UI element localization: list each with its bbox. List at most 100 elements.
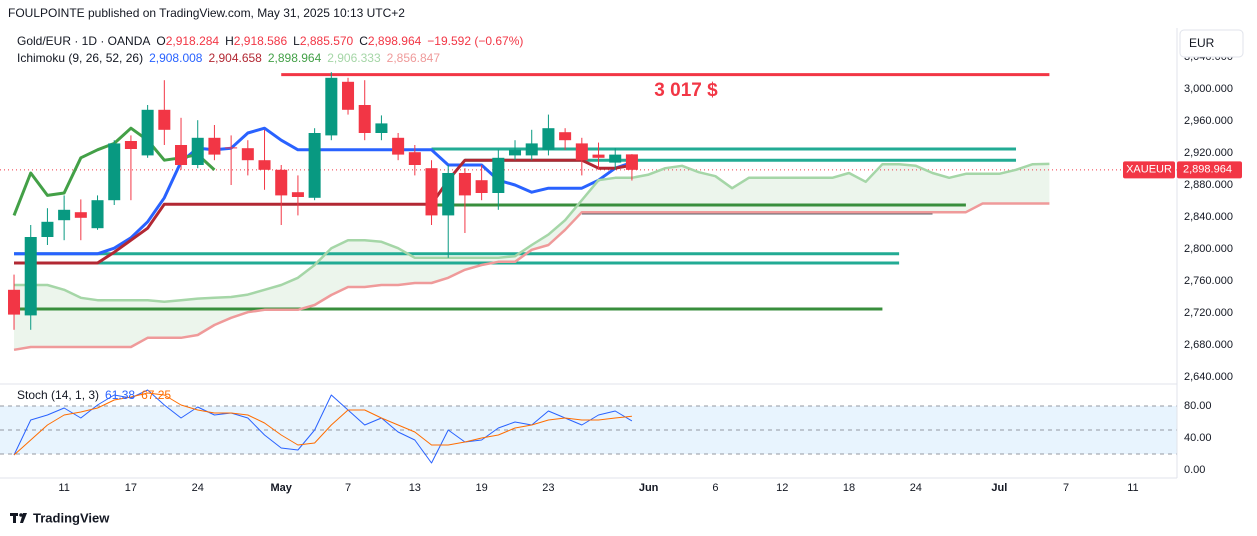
candle-body (191, 137, 204, 165)
candle-body (325, 77, 338, 136)
x-tick-label: 18 (843, 482, 855, 494)
header: FOULPOINTE published on TradingView.com,… (8, 6, 405, 20)
candle-body (258, 160, 271, 170)
legend-value: 2,904.658 (208, 51, 262, 65)
y-tick-label: 2,920.000 (1184, 147, 1233, 159)
x-tick-label: 11 (58, 482, 69, 494)
legend-value: 2,898.964 (368, 34, 422, 48)
x-tick-label: 11 (1127, 482, 1138, 494)
x-tick-label: 24 (192, 482, 204, 494)
stoch-band (0, 406, 1177, 454)
ichimoku-cloud (14, 163, 1050, 350)
candle-body (358, 105, 371, 133)
price-tag-bg (1177, 161, 1242, 179)
currency-label[interactable]: EUR (1189, 36, 1215, 50)
legend-value: 67.25 (141, 388, 171, 402)
legend-value: 2,918.284 (166, 34, 220, 48)
logo-stem (13, 513, 16, 523)
annotation: 3 017 $ (654, 80, 718, 101)
legend-value: 61.38 (105, 388, 135, 402)
stoch-line (13, 389, 633, 464)
y-tick-label: 2,680.000 (1184, 339, 1233, 351)
candle-body (442, 173, 455, 216)
footer: TradingView (33, 510, 110, 525)
x-tick-label: Jul (991, 482, 1007, 494)
candle-body (575, 143, 588, 161)
candle-body (58, 209, 71, 221)
candle-body (509, 149, 522, 156)
legend-value: 2,898.964 (268, 51, 322, 65)
legend-value: 2,856.847 (387, 51, 441, 65)
candle-body (525, 143, 538, 156)
candle-body (8, 289, 21, 315)
legend-stoch: Stoch (14, 1, 3) 61.38 67.25 (17, 388, 171, 402)
candle-body (141, 109, 154, 156)
candle-body (375, 123, 388, 133)
y-tick-label: 2,760.000 (1184, 275, 1233, 287)
axes: 3,040.0003,000.0002,960.0002,920.0002,88… (58, 51, 1233, 494)
legend-value: 2,906.333 (327, 51, 381, 65)
legend-key: C (359, 34, 368, 48)
candle-body (392, 137, 405, 155)
legend-ichimoku: Ichimoku (9, 26, 52, 26) 2,908.008 2,904.6… (17, 51, 440, 65)
price-tags: XAUEUR 2,898.964 (1123, 161, 1242, 179)
legend-indicator: Ichimoku (9, 26, 52, 26) (17, 51, 143, 65)
main-pane (0, 72, 1177, 352)
legend-main: Gold/EUR · 1D · OANDA O2,918.284 H2,918.58… (17, 34, 523, 48)
y-tick-label: 2,640.000 (1184, 371, 1233, 383)
x-tick-label: 7 (1063, 482, 1069, 494)
candle-body (241, 148, 254, 161)
legend-change: −19.592 (−0.67%) (427, 34, 523, 48)
y-tick-label: 2,960.000 (1184, 115, 1233, 127)
candle-body (91, 200, 104, 229)
x-tick-label: 13 (409, 482, 421, 494)
legend-key: H (225, 34, 234, 48)
x-tick-label: 24 (910, 482, 922, 494)
legend-key: O (156, 34, 165, 48)
y-tick-label: 2,840.000 (1184, 211, 1233, 223)
price-tag: 2,898.964 (1183, 164, 1232, 176)
candle-body (475, 180, 488, 193)
candle-body (458, 173, 471, 196)
x-tick-label: 7 (345, 482, 351, 494)
candle-body (559, 132, 572, 141)
legend-value: 2,885.570 (300, 34, 354, 48)
legend-symbol: Gold/EUR · 1D · OANDA (17, 34, 150, 48)
candle-body (275, 169, 288, 196)
stoch-tick-label: 0.00 (1184, 464, 1205, 476)
candle-body (408, 152, 421, 165)
candle-body (291, 192, 304, 197)
stoch-tick-label: 40.00 (1184, 432, 1212, 444)
x-tick-label: 23 (542, 482, 554, 494)
legend-indicator: Stoch (14, 1, 3) (17, 388, 99, 402)
x-tick-label: 19 (475, 482, 487, 494)
candle-body (108, 143, 121, 201)
x-tick-label: 6 (712, 482, 718, 494)
candle-body (542, 128, 555, 150)
candle-body (225, 147, 238, 149)
x-tick-label: 17 (125, 482, 137, 494)
symbol-tag: XAUEUR (1126, 164, 1172, 176)
logo-slash (20, 513, 27, 523)
legend-value: 2,918.586 (234, 34, 288, 48)
logo-dot (19, 513, 23, 517)
currency-button[interactable] (1179, 29, 1244, 58)
candle-body (492, 157, 505, 193)
candle-body (41, 221, 54, 237)
stoch-tick-label: 80.00 (1184, 400, 1212, 412)
candle-body (158, 109, 171, 130)
candle-body (609, 154, 622, 163)
logo (10, 513, 27, 523)
x-tick-label: May (271, 482, 293, 494)
ichimoku-line (14, 162, 1050, 304)
ichimoku-line (14, 126, 633, 256)
y-tick-label: 2,800.000 (1184, 243, 1233, 255)
x-tick-label: Jun (639, 482, 659, 494)
symbol-tag-bg (1123, 161, 1175, 179)
candle-body (425, 168, 438, 216)
candle-body (74, 212, 87, 218)
y-tick-label: 3,000.000 (1184, 83, 1233, 95)
legend-key: L (293, 34, 300, 48)
